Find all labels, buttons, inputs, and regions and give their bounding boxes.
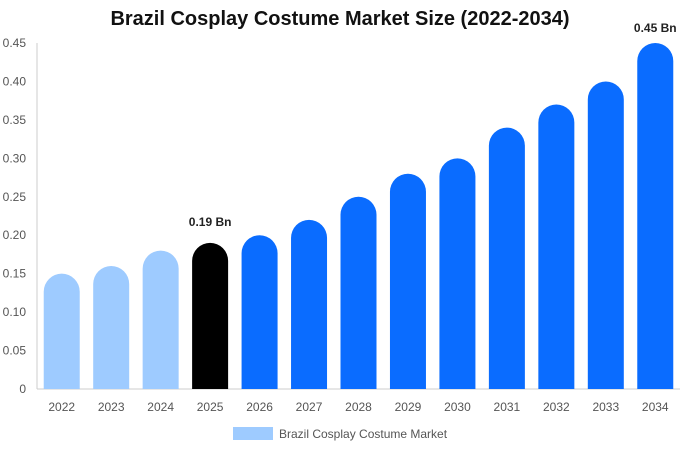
- x-tick-label: 2025: [197, 400, 224, 414]
- y-tick-label: 0.10: [3, 305, 27, 319]
- y-tick-label: 0.40: [3, 74, 27, 88]
- x-tick-label: 2026: [246, 400, 273, 414]
- x-tick-label: 2028: [345, 400, 372, 414]
- x-tick-label: 2030: [444, 400, 471, 414]
- bar-2026[interactable]: [241, 235, 278, 389]
- x-tick-label: 2024: [147, 400, 174, 414]
- bar-2033[interactable]: [587, 81, 624, 389]
- x-tick-label: 2022: [48, 400, 75, 414]
- bar-2023[interactable]: [93, 265, 130, 389]
- y-tick-label: 0.35: [3, 113, 27, 127]
- legend-label: Brazil Cosplay Costume Market: [279, 427, 448, 441]
- bar-2028[interactable]: [340, 196, 377, 389]
- x-tick-label: 2023: [98, 400, 125, 414]
- x-tick-label: 2027: [296, 400, 323, 414]
- bar-2027[interactable]: [291, 219, 328, 389]
- y-tick-label: 0.30: [3, 151, 27, 165]
- x-tick-label: 2031: [494, 400, 521, 414]
- x-tick-label: 2032: [543, 400, 570, 414]
- y-tick-label: 0.15: [3, 267, 27, 281]
- bar-2034[interactable]: [637, 43, 674, 389]
- bar-2031[interactable]: [488, 127, 525, 389]
- bar-2032[interactable]: [538, 104, 575, 389]
- bar-2025[interactable]: [192, 242, 229, 389]
- y-tick-label: 0.05: [3, 344, 27, 358]
- y-tick-label: 0.45: [3, 36, 27, 50]
- bar-2022[interactable]: [43, 273, 80, 389]
- x-tick-label: 2033: [592, 400, 619, 414]
- x-tick-label: 2034: [642, 400, 669, 414]
- legend-swatch: [233, 427, 273, 440]
- bar-2029[interactable]: [389, 173, 426, 389]
- y-tick-label: 0: [19, 382, 26, 396]
- bar-2030[interactable]: [439, 158, 476, 389]
- data-label-2025: 0.19 Bn: [189, 215, 232, 229]
- chart-title: Brazil Cosplay Costume Market Size (2022…: [110, 8, 570, 30]
- bar-2024[interactable]: [142, 250, 179, 389]
- x-tick-label: 2029: [395, 400, 422, 414]
- data-label-2034: 0.45 Bn: [634, 21, 677, 35]
- y-tick-label: 0.20: [3, 228, 27, 242]
- y-tick-label: 0.25: [3, 190, 27, 204]
